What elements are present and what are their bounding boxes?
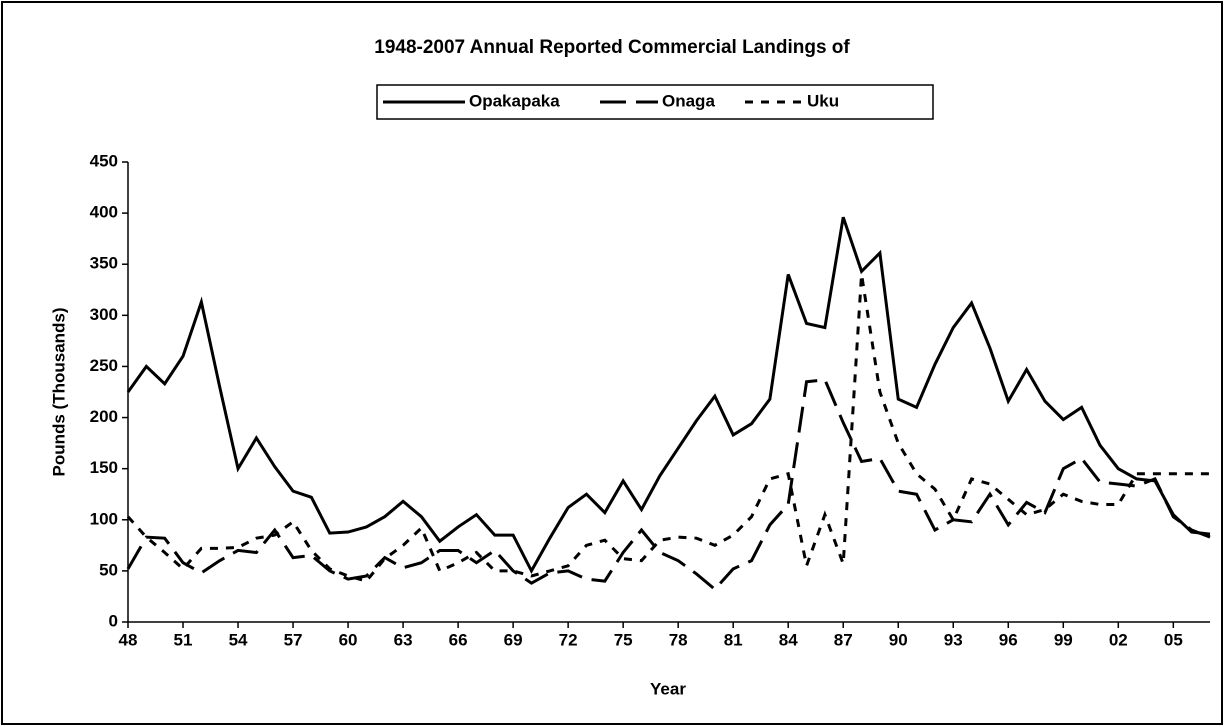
y-tick-label: 100 — [90, 509, 118, 528]
x-tick-label: 93 — [944, 630, 963, 649]
series-line — [126, 274, 1210, 583]
x-tick-label: 99 — [1054, 630, 1073, 649]
x-tick-label: 69 — [504, 630, 523, 649]
x-tick-label: 57 — [284, 630, 303, 649]
x-tick-label: 75 — [614, 630, 633, 649]
x-tick-label: 78 — [669, 630, 688, 649]
y-tick-label: 200 — [90, 407, 118, 426]
y-tick-label: 300 — [90, 305, 118, 324]
y-tick-label: 250 — [90, 356, 118, 375]
x-tick-label: 72 — [559, 630, 578, 649]
x-tick-label: 02 — [1109, 630, 1128, 649]
x-tick-label: 84 — [779, 630, 798, 649]
y-tick-label: 50 — [99, 560, 118, 579]
x-tick-label: 87 — [834, 630, 853, 649]
x-tick-label: 81 — [724, 630, 743, 649]
y-tick-label: 450 — [90, 151, 118, 170]
series-line — [126, 216, 1211, 575]
x-tick-label: 90 — [889, 630, 908, 649]
legend-label: Uku — [807, 91, 839, 110]
y-tick-label: 400 — [90, 203, 118, 222]
x-tick-label: 05 — [1164, 630, 1183, 649]
y-tick-label: 0 — [109, 611, 118, 630]
y-tick-label: 350 — [90, 254, 118, 273]
legend-label: Onaga — [662, 91, 715, 110]
y-axis-title: Pounds (Thousands) — [49, 307, 68, 476]
chart-title: 1948-2007 Annual Reported Commercial Lan… — [374, 37, 850, 58]
x-tick-label: 51 — [174, 630, 193, 649]
x-tick-label: 66 — [449, 630, 468, 649]
y-tick-label: 150 — [90, 458, 118, 477]
x-axis-title: Year — [650, 679, 686, 698]
x-tick-label: 63 — [394, 630, 413, 649]
legend-label: Opakapaka — [469, 91, 560, 110]
x-tick-label: 54 — [229, 630, 248, 649]
x-tick-label: 96 — [999, 630, 1018, 649]
series-line — [126, 378, 1211, 592]
x-tick-label: 48 — [119, 630, 138, 649]
x-tick-label: 60 — [339, 630, 358, 649]
